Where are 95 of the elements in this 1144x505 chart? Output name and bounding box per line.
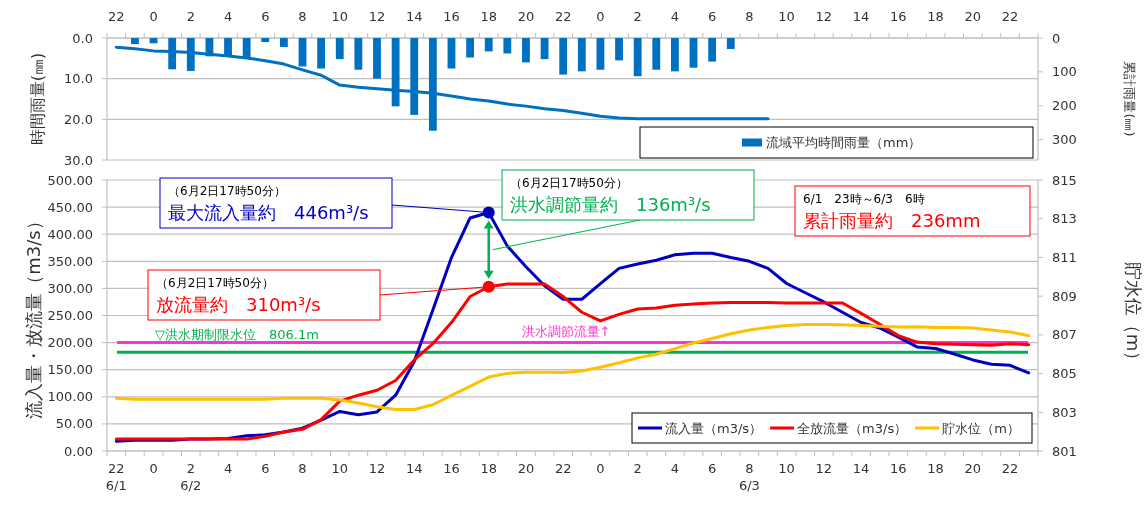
annotation: （6月2日17時50分） <box>168 184 286 198</box>
x-tick-label: 16 <box>890 461 907 476</box>
x-tick-label: 10 <box>331 461 349 476</box>
x-tick-label: 6 <box>708 461 717 476</box>
x-tick-label: 22 <box>554 461 572 476</box>
x-tick-label: 4 <box>670 9 680 24</box>
x-tick-label: 6 <box>261 9 270 24</box>
y2-axis-title: 累計雨量(㎜) <box>1122 61 1137 137</box>
y-tick-label: 20.0 <box>64 111 93 127</box>
x-tick-label: 10 <box>778 461 795 476</box>
annotation: （6月2日17時50分） <box>510 176 628 190</box>
x-tick-label: 8 <box>298 461 307 476</box>
y2-tick-label: 300 <box>1052 132 1077 148</box>
x-tick-label: 18 <box>927 461 944 476</box>
y-tick-label: 150.00 <box>47 362 93 378</box>
annotation: 放流量約 310m³/s <box>156 294 321 315</box>
x-tick-label: 16 <box>443 9 460 24</box>
legend-label: 全放流量（m3/s） <box>797 420 908 436</box>
y2-tick-label: 100 <box>1052 64 1077 80</box>
x-tick-label: 0 <box>149 9 158 24</box>
y2-tick-label: 200 <box>1052 98 1077 114</box>
y-tick-label: 200.00 <box>47 335 93 351</box>
x-tick-label: 22 <box>554 9 572 24</box>
x-tick-label: 14 <box>852 461 870 476</box>
x-tick-label: 2 <box>633 461 642 476</box>
y2-tick-label: 805 <box>1052 366 1077 382</box>
y-tick-label: 300.00 <box>47 280 93 296</box>
y2-tick-label: 811 <box>1052 249 1077 265</box>
x-tick-label: 18 <box>927 9 944 24</box>
x-tick-label: 22 <box>108 9 125 24</box>
x-tick-label: 22 <box>1001 9 1019 24</box>
x-tick-label: 20 <box>964 461 982 476</box>
y2-tick-label: 801 <box>1052 443 1077 459</box>
x-tick-label: 18 <box>480 461 497 476</box>
legend-label: 流入量（m3/s） <box>665 420 763 436</box>
x-tick-label: 8 <box>745 9 754 24</box>
legend-label: 貯水位（m） <box>942 420 1020 436</box>
x-tick-label: 2 <box>186 9 195 24</box>
x-tick-label: 12 <box>368 9 386 24</box>
x-tick-label: 12 <box>368 461 386 476</box>
x-tick-label: 10 <box>778 9 795 24</box>
x-tick-label: 4 <box>223 9 233 24</box>
y-tick-label: 500.00 <box>47 172 93 188</box>
x-tick-label: 20 <box>517 9 535 24</box>
x-tick-label: 18 <box>480 9 497 24</box>
x-tick-label: 22 <box>1001 461 1019 476</box>
y2-tick-label: 0 <box>1052 30 1061 46</box>
annotation: 累計雨量約 236mm <box>803 210 981 231</box>
x-tick-label: 12 <box>815 461 833 476</box>
y-axis-title: 時間雨量(㎜) <box>28 52 47 146</box>
x-tick-label: 22 6/1 <box>105 461 127 493</box>
y-tick-label: 100.00 <box>47 389 93 405</box>
x-tick-label: 20 <box>517 461 535 476</box>
y-tick-label: 0.0 <box>72 30 93 46</box>
x-tick-label: 0 <box>596 461 605 476</box>
x-tick-label: 20 <box>964 9 982 24</box>
y-tick-label: 400.00 <box>47 226 93 242</box>
x-tick-label: 0 <box>149 461 158 476</box>
y2-axis-title: 貯水位（m） <box>1123 261 1144 370</box>
x-tick-label: 14 <box>852 9 870 24</box>
y-tick-label: 50.00 <box>55 416 93 432</box>
y2-tick-label: 813 <box>1052 211 1077 227</box>
x-tick-label: 16 <box>443 461 460 476</box>
y2-tick-label: 807 <box>1052 327 1077 343</box>
x-tick-label: 16 <box>890 9 907 24</box>
annotation: 洪水調節量約 136m³/s <box>510 194 711 215</box>
x-tick-label: 8 <box>298 9 307 24</box>
x-tick-label: 14 <box>405 461 423 476</box>
x-tick-label: 8 6/3 <box>738 461 760 493</box>
x-tick-label: 2 6/2 <box>180 461 202 493</box>
x-tick-label: 4 <box>223 461 233 476</box>
x-tick-label: 14 <box>405 9 423 24</box>
annotation: （6月2日17時50分） <box>156 276 274 290</box>
x-tick-label: 2 <box>633 9 642 24</box>
y-tick-label: 250.00 <box>47 308 93 324</box>
y2-tick-label: 815 <box>1052 172 1077 188</box>
legend-label: 流域平均時間雨量（mm） <box>766 135 922 151</box>
y2-tick-label: 803 <box>1052 404 1077 420</box>
x-tick-label: 0 <box>596 9 605 24</box>
x-tick-label: 4 <box>670 461 680 476</box>
x-tick-label: 6 <box>261 461 270 476</box>
y-tick-label: 350.00 <box>47 253 93 269</box>
ref-line-label: ▽洪水期制限水位 806.1m <box>155 327 319 342</box>
annotation: 6/1 23時～6/3 6時 <box>803 192 925 206</box>
annotation: 最大流入量約 446m³/s <box>168 202 369 223</box>
y2-tick-label: 809 <box>1052 288 1077 304</box>
y-tick-label: 30.0 <box>64 152 93 168</box>
x-tick-label: 12 <box>815 9 833 24</box>
x-tick-label: 10 <box>331 9 349 24</box>
y-tick-label: 450.00 <box>47 199 93 215</box>
y-tick-label: 10.0 <box>64 71 93 87</box>
y-axis-title: 流入量・放流量（m3/s） <box>23 212 44 419</box>
y-tick-label: 0.00 <box>64 443 93 459</box>
ref-line-label: 洪水調節流量↑ <box>521 324 611 339</box>
x-tick-label: 6 <box>708 9 717 24</box>
